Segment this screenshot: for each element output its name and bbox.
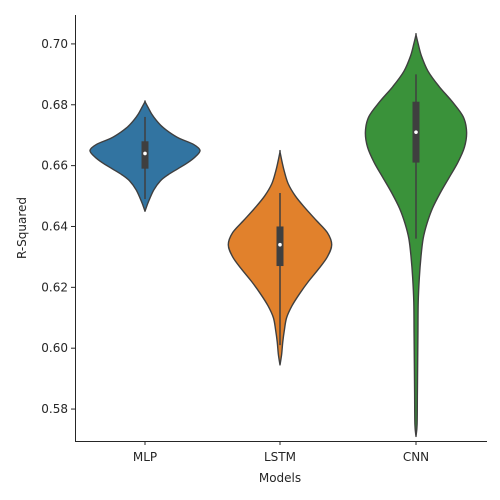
y-tick-label: 0.68 [41, 98, 68, 112]
y-tick-label: 0.66 [41, 159, 68, 173]
x-ticks: MLP LSTM CNN [133, 441, 429, 464]
axes [75, 15, 487, 442]
y-axis-label: R-Squared [15, 197, 29, 259]
y-tick-label: 0.62 [41, 280, 68, 294]
violin-median-mlp [143, 151, 147, 156]
x-axis-label: Models [259, 471, 301, 485]
y-ticks: 0.58 0.60 0.62 0.64 0.66 0.68 0.70 [41, 37, 75, 416]
x-tick-label-mlp: MLP [133, 450, 157, 464]
violins [89, 32, 468, 438]
x-tick-label-cnn: CNN [403, 450, 429, 464]
violin-median-lstm [278, 242, 282, 247]
y-tick-label: 0.58 [41, 402, 68, 416]
x-tick-label-lstm: LSTM [264, 450, 296, 464]
y-tick-label: 0.60 [41, 341, 68, 355]
y-tick-label: 0.64 [41, 219, 68, 233]
violin-median-cnn [414, 130, 418, 134]
y-tick-label: 0.70 [41, 37, 68, 51]
